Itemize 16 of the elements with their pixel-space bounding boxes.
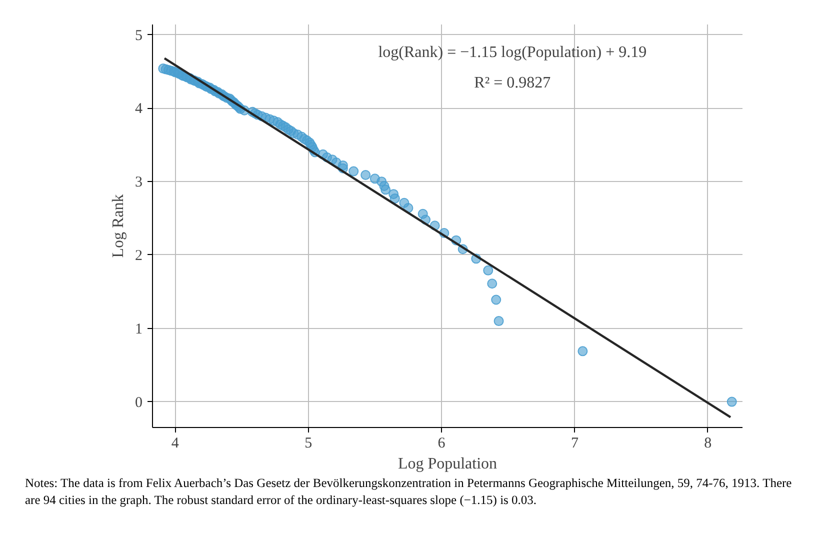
annotation: log(Rank) = −1.15 log(Population) + 9.19 [378,44,647,62]
x-tick-label: 4 [171,436,180,452]
y-tick-label: 5 [135,28,142,44]
x-tick-label: 5 [304,436,312,452]
x-tick-label: 6 [438,436,446,452]
y-tick-label: 1 [135,321,142,338]
x-tick-label: 8 [704,436,712,452]
y-tick-label: 0 [135,394,142,411]
y-tick-label: 3 [135,174,142,191]
text: Notes: The data is from Felix Auerbach’s Das Gesetz der Bevölkerungskonzentration in Petermanns Geographische Mitteilungen, 59, 74-76, 1913. There are 94 cities in the graph. The robust standard error of the ordinary-least-squares slope (−1.15) is 0.03. [25,475,793,509]
annotation: R² = 0.9827 [474,74,551,92]
y-axis-title: Log Rank [110,194,127,258]
x-axis-title: Log Population [398,456,498,472]
y-tick-label: 4 [135,101,143,118]
x-tick-label: 7 [570,436,579,452]
y-tick-label: 2 [135,248,142,264]
